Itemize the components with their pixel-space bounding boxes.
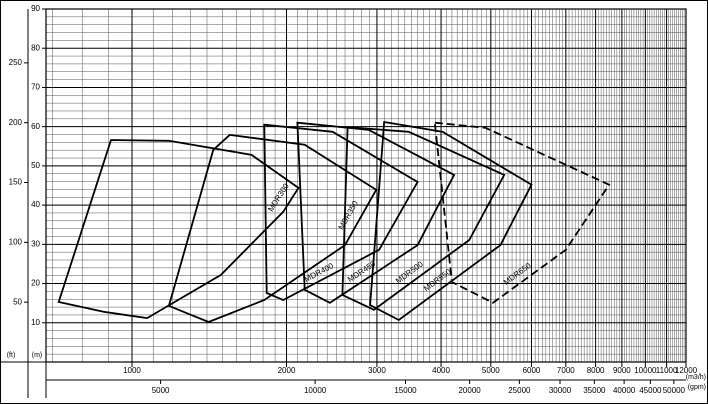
- x-tick-label: 10000: [634, 366, 657, 375]
- x-tick-label: 4000: [432, 366, 450, 375]
- x-tick-label: 9000: [613, 366, 631, 375]
- x-axis-label: (m3/h): [686, 374, 706, 381]
- y-tick-label: 90: [31, 4, 40, 13]
- pump-curve: [341, 126, 506, 311]
- y2-axis-label: (ft): [7, 352, 16, 359]
- y-tick-label: 70: [31, 83, 40, 92]
- pump-curve: [296, 121, 456, 304]
- y-tick-label: 40: [31, 200, 40, 209]
- y-tick-label: 10: [31, 318, 40, 327]
- y2-tick-label: 200: [9, 118, 23, 127]
- x-tick-label: 5000: [482, 366, 500, 375]
- x2-tick-label: 10000: [304, 386, 327, 395]
- x-tick-label: 8000: [587, 366, 605, 375]
- x-tick-label: 3000: [368, 366, 386, 375]
- x2-tick-label: 35000: [583, 386, 606, 395]
- x2-tick-label: 40000: [613, 386, 636, 395]
- x2-tick-label: 45000: [639, 386, 662, 395]
- x2-tick-label: 30000: [549, 386, 572, 395]
- y-tick-label: 80: [31, 43, 40, 52]
- x-tick-label: 1000: [123, 366, 141, 375]
- x2-tick-label: 50000: [663, 386, 686, 395]
- x-tick-label: 11000: [656, 366, 678, 375]
- y-tick-label: 30: [31, 239, 40, 248]
- y-tick-label: 20: [31, 279, 40, 288]
- y2-tick-label: 50: [13, 297, 22, 306]
- x-tick-label: 2000: [278, 366, 296, 375]
- x2-tick-label: 20000: [458, 386, 481, 395]
- x2-tick-label: 15000: [394, 386, 417, 395]
- y2-tick-label: 150: [9, 178, 23, 187]
- x2-tick-label: 25000: [508, 386, 531, 395]
- y-tick-label: 50: [31, 161, 40, 170]
- pump-curve: [167, 133, 378, 323]
- pump-curve: [433, 121, 611, 304]
- pump-curve: [263, 123, 419, 301]
- pump-curve: [57, 139, 300, 320]
- x-tick-label: 6000: [523, 366, 541, 375]
- plot-frame: [45, 8, 687, 363]
- pump-curve: [369, 120, 533, 322]
- y2-tick-label: 100: [9, 237, 23, 246]
- y-axis-label: (m): [32, 352, 43, 359]
- y2-tick-label: 250: [9, 58, 23, 67]
- y-tick-label: 60: [31, 122, 40, 131]
- x2-tick-label: 5000: [152, 386, 170, 395]
- x-tick-label: 7000: [557, 366, 575, 375]
- x2-axis-label: (gpm): [688, 384, 706, 391]
- x-tick-label: 12000: [675, 366, 698, 375]
